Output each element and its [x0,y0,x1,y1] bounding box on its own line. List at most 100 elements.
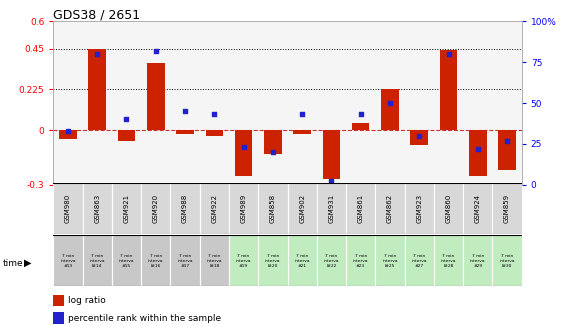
Bar [498,130,516,170]
Bar [404,183,434,234]
Text: ▶: ▶ [24,258,31,268]
Bar [258,235,287,286]
Bar [411,130,428,145]
Bar [258,183,287,234]
Point [298,112,307,117]
Text: GSM924: GSM924 [475,194,481,223]
Text: GSM861: GSM861 [358,194,364,223]
Point [503,138,512,143]
Text: GDS38 / 2651: GDS38 / 2651 [53,8,140,21]
Text: 7 min
interva
l#18: 7 min interva l#18 [206,254,222,268]
Bar [323,130,340,179]
Bar [205,130,223,136]
Bar [53,312,64,324]
Text: GSM923: GSM923 [416,194,422,223]
Text: GSM863: GSM863 [94,194,100,223]
Text: GSM922: GSM922 [211,194,217,223]
Point [181,109,190,114]
Bar [463,183,493,234]
Bar [171,235,200,286]
Text: 7 min
interva
l#28: 7 min interva l#28 [441,254,456,268]
Bar [141,183,171,234]
Bar [141,235,171,286]
Bar [176,130,194,134]
Bar [463,235,493,286]
Point [268,149,277,155]
Bar [112,183,141,234]
Text: 7 min
interva
#27: 7 min interva #27 [412,254,427,268]
Point [444,51,453,57]
Text: 7 min
interva
#19: 7 min interva #19 [236,254,251,268]
Text: 7 min
interva
#29: 7 min interva #29 [470,254,486,268]
Bar [434,183,463,234]
Bar [493,183,522,234]
Point [356,112,365,117]
Bar [264,130,282,154]
Point [122,117,131,122]
Bar [89,48,106,130]
Text: 7 min
interva
l#16: 7 min interva l#16 [148,254,163,268]
Text: log ratio: log ratio [67,296,105,305]
Bar [469,130,486,176]
Point [93,51,102,57]
Text: GSM862: GSM862 [387,194,393,223]
Bar [346,183,375,234]
Text: 7 min
interva
#15: 7 min interva #15 [119,254,134,268]
Text: GSM980: GSM980 [65,194,71,223]
Bar [147,63,164,130]
Bar [171,183,200,234]
Text: GSM858: GSM858 [270,194,276,223]
Bar [53,235,82,286]
Point [473,146,482,151]
Bar [293,130,311,134]
Bar [375,183,404,234]
Text: 7 min
interva
l#30: 7 min interva l#30 [499,254,515,268]
Bar [200,183,229,234]
Bar [352,123,370,130]
Bar [434,235,463,286]
Point [239,145,248,150]
Point [415,133,424,138]
Bar [118,130,135,141]
Bar [493,235,522,286]
Bar [53,295,64,306]
Text: 7 min
interva
l#14: 7 min interva l#14 [89,254,105,268]
Bar [82,235,112,286]
Bar [287,183,317,234]
Text: GSM860: GSM860 [445,194,452,223]
Bar [229,183,258,234]
Text: GSM988: GSM988 [182,194,188,223]
Point [63,128,72,133]
Bar [375,235,404,286]
Bar [235,130,252,176]
Bar [381,89,399,130]
Point [385,100,394,106]
Point [210,112,219,117]
Bar [346,235,375,286]
Bar [404,235,434,286]
Bar [112,235,141,286]
Text: GSM931: GSM931 [328,194,334,223]
Text: percentile rank within the sample: percentile rank within the sample [67,314,220,323]
Text: GSM902: GSM902 [299,194,305,223]
Text: GSM859: GSM859 [504,194,510,223]
Text: 7 min
interva
#21: 7 min interva #21 [295,254,310,268]
Bar [317,183,346,234]
Text: 7 min
interva
l#22: 7 min interva l#22 [324,254,339,268]
Point [151,48,160,53]
Text: 7 min
interva
#23: 7 min interva #23 [353,254,369,268]
Bar [82,183,112,234]
Bar [287,235,317,286]
Text: GSM920: GSM920 [153,194,159,223]
Bar [317,235,346,286]
Bar [229,235,258,286]
Bar [200,235,229,286]
Text: GSM921: GSM921 [123,194,130,223]
Text: 7 min
interva
#13: 7 min interva #13 [60,254,76,268]
Text: GSM989: GSM989 [241,194,247,223]
Text: 7 min
interva
#17: 7 min interva #17 [177,254,193,268]
Bar [53,183,82,234]
Text: time: time [3,259,24,268]
Text: 7 min
interva
l#20: 7 min interva l#20 [265,254,280,268]
Bar [59,130,77,139]
